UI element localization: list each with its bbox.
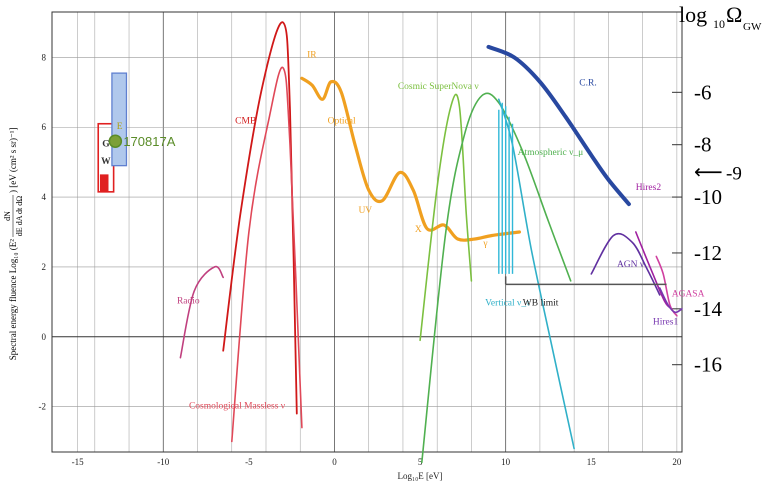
annotation-x: X (415, 225, 422, 235)
x-tick-label: -5 (245, 457, 253, 467)
right-axis-title-omega: Ω (726, 2, 742, 27)
series-line-ir-optical-uv-x (300, 76, 521, 242)
annotation-radio: Radio (177, 297, 200, 307)
annotation-vertical: Vertical ν_τ (485, 298, 530, 308)
annotation-wb-limit: WB limit (523, 298, 559, 308)
series-line-agn (590, 232, 661, 296)
y-axis-label-main: Spectral energy fluence Log₁₀ (E² (8, 239, 18, 361)
right-tick-label: -10 (694, 185, 722, 209)
y-axis-ticks: -2 0 2 4 6 8 (39, 52, 47, 411)
right-tick-label: -14 (694, 297, 722, 321)
annotation-: γ (482, 239, 487, 249)
annotation-hires1: Hires1 (653, 318, 679, 328)
y-axis-label: Spectral energy fluence Log₁₀ (E² dN dE … (3, 128, 24, 361)
x-tick-label: -15 (72, 457, 84, 467)
x-tick-label: 0 (332, 457, 337, 467)
annotations: Radio CMB Cosmological Massless ν IR Optical… (177, 50, 705, 411)
series-line-cosmological-massless (231, 66, 303, 443)
right-tick-label: -12 (694, 241, 722, 265)
y-tick-label: 2 (42, 262, 47, 272)
annotation-ir: IR (307, 50, 317, 60)
annotation-c-r: C.R. (579, 78, 596, 88)
series-group (179, 21, 683, 464)
right-tick-label: -16 (694, 353, 722, 377)
gw-box-label-g: G (102, 139, 110, 149)
x-tick-label: 10 (501, 457, 511, 467)
right-axis-title: log 10 Ω GW (679, 2, 762, 33)
em-counterpart-box (111, 72, 128, 167)
right-tick-label: -8 (694, 133, 712, 157)
em-box-label: E (117, 122, 123, 132)
y-tick-label: 0 (42, 332, 47, 342)
right-marker-label: -9 (726, 164, 742, 185)
annotation-uv: UV (358, 206, 372, 216)
right-axis-title-sub: 10 (713, 17, 725, 31)
gw170817a-label: 170817A (123, 134, 175, 149)
series-line-radio (179, 265, 224, 359)
y-tick-label: 4 (42, 192, 47, 202)
annotation-cosmic-supernova: Cosmic SuperNova ν (398, 82, 480, 92)
right-tick-label: -6 (694, 80, 712, 104)
right-axis-title-log: log (679, 2, 707, 27)
y-tick-label: 6 (42, 122, 47, 132)
gw170817a-marker (108, 134, 123, 148)
annotation-atmospheric: Atmospheric ν_μ (518, 148, 584, 158)
annotation-optical: Optical (328, 117, 356, 127)
x-axis-label: Log₁₀E [eV] (397, 471, 442, 481)
gw-box-label-w: W (101, 157, 111, 167)
series-line-c-r (486, 44, 631, 207)
x-axis-ticks: -15 -10 -5 0 5 10 15 20 (72, 457, 682, 467)
x-tick-label: 20 (672, 457, 682, 467)
series-line-hires1 (658, 287, 683, 314)
annotation-cmb: CMB (235, 117, 256, 127)
gw-marker-square (99, 174, 109, 192)
y-tick-label: 8 (42, 52, 47, 62)
y-axis-label-units: ) [eV (cm² s sr)⁻¹] (8, 128, 18, 193)
right-axis-title-gw: GW (743, 21, 762, 33)
y-tick-label: -2 (39, 402, 47, 412)
series-line-vertical (498, 98, 575, 450)
x-tick-label: 5 (418, 457, 423, 467)
x-tick-label: 15 (587, 457, 597, 467)
series-line-atmospheric (421, 92, 572, 464)
grid-lines (52, 12, 682, 452)
series-line-cosmic-supernova (419, 93, 473, 342)
y-axis-label-fraction-bottom: dE dA dt dΩ (15, 196, 24, 236)
x-tick-label: -10 (157, 457, 169, 467)
annotation-hires2: Hires2 (636, 183, 662, 193)
right-marker-arrow: ⟵ (694, 160, 723, 184)
right-axis-ticks: -6 -8 -10 -12 -14 -16 ⟵ -9 (672, 80, 742, 377)
y-axis-label-fraction-top: dN (3, 211, 12, 221)
plot-frame (51, 11, 683, 453)
annotation-agasa: AGASA (672, 290, 705, 300)
annotation-agn: AGN ν (617, 260, 645, 270)
annotation-cosmological-massless: Cosmological Massless ν (189, 401, 286, 411)
